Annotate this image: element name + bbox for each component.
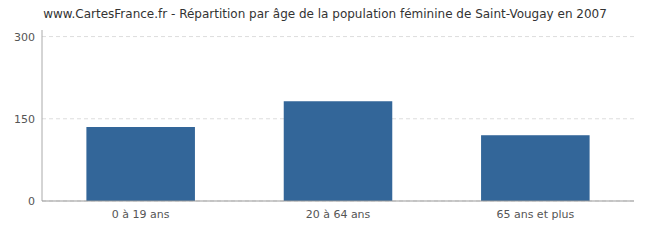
bar <box>481 135 590 201</box>
y-axis-line <box>42 30 43 201</box>
grid-line <box>42 201 634 202</box>
x-tick-label: 0 à 19 ans <box>112 208 170 221</box>
chart-container: www.CartesFrance.fr - Répartition par âg… <box>0 0 650 229</box>
y-tick-label: 300 <box>14 31 35 44</box>
bar <box>284 101 393 201</box>
grid-line <box>42 36 634 37</box>
y-tick-label: 150 <box>14 113 35 126</box>
bars <box>86 101 589 201</box>
y-axis: 0 150 300 <box>14 30 42 208</box>
x-axis: 0 à 19 ans 20 à 64 ans 65 ans et plus <box>42 201 634 221</box>
chart-svg: www.CartesFrance.fr - Répartition par âg… <box>0 0 650 229</box>
grid <box>42 37 634 201</box>
x-tick-label: 20 à 64 ans <box>306 208 371 221</box>
chart-title: www.CartesFrance.fr - Répartition par âg… <box>43 7 607 21</box>
x-axis-line <box>42 201 634 202</box>
y-tick-label: 0 <box>28 195 35 208</box>
bar <box>86 127 195 201</box>
x-tick-label: 65 ans et plus <box>496 208 574 221</box>
